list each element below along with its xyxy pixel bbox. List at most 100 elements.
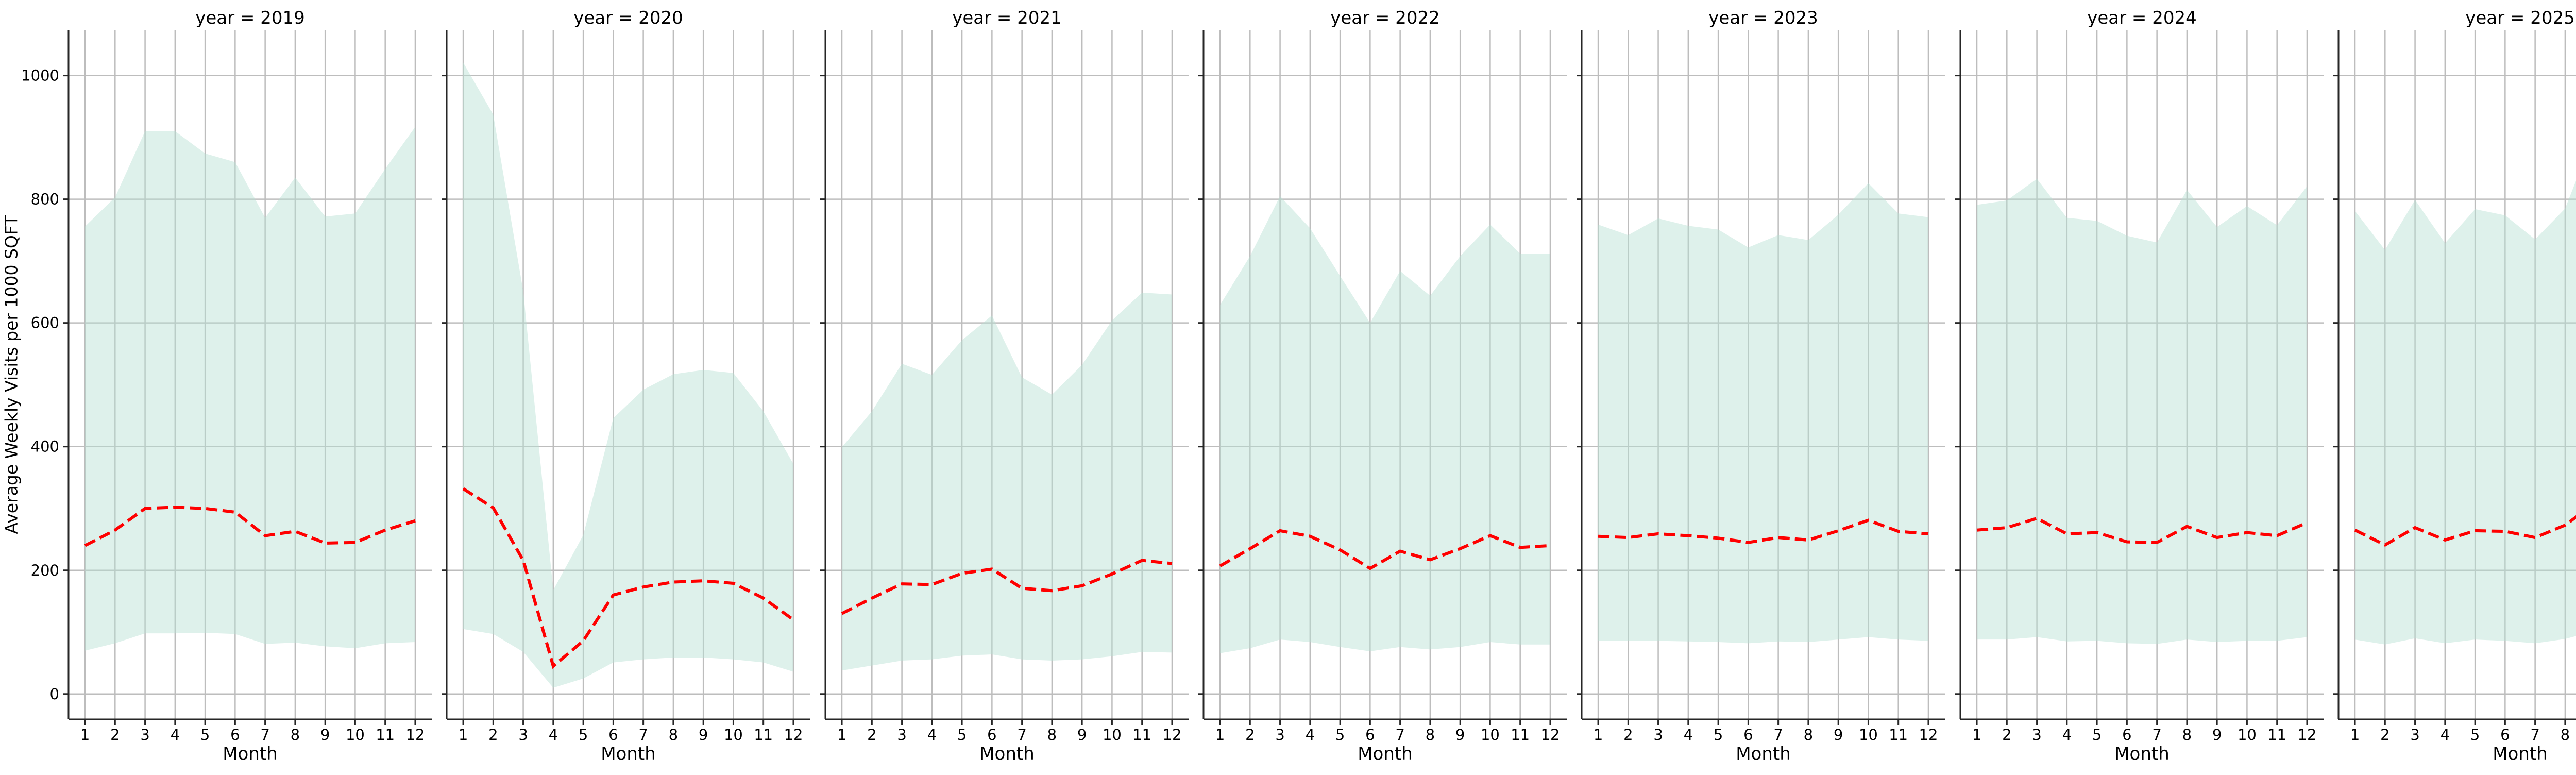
x-tick-label: 8 [669, 726, 678, 744]
median-line [84, 506, 416, 547]
percentile-band [1598, 183, 1928, 644]
x-tick-label: 1 [837, 726, 846, 744]
x-tick-label: 8 [2561, 726, 2570, 744]
median-line [1976, 516, 2308, 544]
percentile-band [1977, 179, 2307, 644]
x-tick-label: 10 [1859, 726, 1878, 744]
x-tick-label: 3 [897, 726, 906, 744]
x-tick-label: 8 [2182, 726, 2192, 744]
x-tick-label: 11 [1132, 726, 1151, 744]
x-tick-label: 6 [2500, 726, 2510, 744]
median-line [1598, 518, 1929, 544]
median-line [1219, 529, 1551, 570]
x-tick-label: 9 [320, 726, 330, 744]
y-tick-label: 400 [31, 438, 59, 456]
x-tick-label: 2 [1245, 726, 1255, 744]
x-tick-label: 9 [1077, 726, 1087, 744]
x-tick-label: 10 [346, 726, 365, 744]
percentile-band [463, 62, 793, 688]
x-tick-label: 4 [171, 726, 180, 744]
x-tick-label: 4 [549, 726, 558, 744]
x-tick-label: 4 [1306, 726, 1315, 744]
facet-title: year = 2025 [2465, 8, 2574, 28]
facet-title: year = 2021 [952, 8, 1061, 28]
x-tick-label: 9 [1834, 726, 1843, 744]
facet-title: year = 2019 [195, 8, 304, 28]
x-tick-label: 3 [1653, 726, 1663, 744]
x-tick-label: 12 [784, 726, 803, 744]
facet-title: year = 2022 [1330, 8, 1439, 28]
x-tick-label: 2 [867, 726, 876, 744]
x-tick-label: 6 [1743, 726, 1753, 744]
x-tick-label: 11 [2267, 726, 2286, 744]
x-tick-label: 3 [1275, 726, 1284, 744]
x-tick-label: 7 [1773, 726, 1783, 744]
x-tick-label: 8 [1804, 726, 1813, 744]
y-tick-label: 600 [31, 314, 59, 332]
y-tick-label: 800 [31, 191, 59, 208]
facet-title: year = 2023 [1708, 8, 1818, 28]
x-tick-label: 12 [406, 726, 425, 744]
x-tick-label: 1 [1972, 726, 1981, 744]
x-tick-label: 1 [80, 726, 90, 744]
x-axis-label: Month [979, 744, 1035, 764]
x-tick-label: 7 [2530, 726, 2539, 744]
median-line [462, 487, 794, 669]
x-tick-label: 3 [518, 726, 528, 744]
x-tick-label: 2 [2380, 726, 2389, 744]
x-tick-label: 3 [2032, 726, 2041, 744]
x-tick-label: 1 [2350, 726, 2360, 744]
x-tick-label: 6 [987, 726, 996, 744]
x-tick-label: 5 [2092, 726, 2102, 744]
percentile-band [2355, 180, 2576, 645]
x-tick-label: 8 [291, 726, 300, 744]
x-tick-label: 11 [1511, 726, 1530, 744]
x-tick-label: 9 [1455, 726, 1465, 744]
x-tick-label: 6 [1365, 726, 1375, 744]
x-tick-label: 3 [140, 726, 149, 744]
x-axis-label: Month [1736, 744, 1791, 764]
x-tick-label: 1 [1594, 726, 1603, 744]
x-tick-label: 12 [2298, 726, 2317, 744]
x-tick-label: 12 [1541, 726, 1560, 744]
x-tick-label: 7 [2152, 726, 2161, 744]
x-tick-label: 6 [608, 726, 618, 744]
x-tick-label: 7 [638, 726, 648, 744]
x-tick-label: 9 [699, 726, 708, 744]
x-tick-label: 3 [2410, 726, 2419, 744]
x-tick-label: 11 [754, 726, 773, 744]
x-tick-label: 10 [1103, 726, 1122, 744]
x-tick-label: 2 [2002, 726, 2011, 744]
facet-title: year = 2024 [2087, 8, 2196, 28]
x-tick-label: 2 [488, 726, 498, 744]
x-tick-label: 7 [260, 726, 269, 744]
x-tick-label: 7 [1395, 726, 1404, 744]
y-tick-label: 200 [31, 562, 59, 579]
x-tick-label: 11 [376, 726, 395, 744]
x-axis-label: Month [223, 744, 278, 764]
facet-title: year = 2020 [573, 8, 683, 28]
x-axis-label: Month [1358, 744, 1413, 764]
x-axis-label: Month [601, 744, 656, 764]
x-tick-label: 5 [2470, 726, 2480, 744]
x-axis-label: Month [2493, 744, 2548, 764]
x-tick-label: 8 [1047, 726, 1057, 744]
x-tick-label: 6 [230, 726, 240, 744]
x-tick-label: 4 [2062, 726, 2072, 744]
x-tick-label: 5 [200, 726, 210, 744]
x-tick-label: 6 [2122, 726, 2131, 744]
x-tick-label: 9 [2212, 726, 2222, 744]
y-tick-label: 0 [50, 685, 59, 703]
x-tick-label: 12 [1919, 726, 1938, 744]
x-tick-label: 1 [1215, 726, 1225, 744]
x-tick-label: 4 [2441, 726, 2450, 744]
x-tick-label: 10 [2238, 726, 2257, 744]
